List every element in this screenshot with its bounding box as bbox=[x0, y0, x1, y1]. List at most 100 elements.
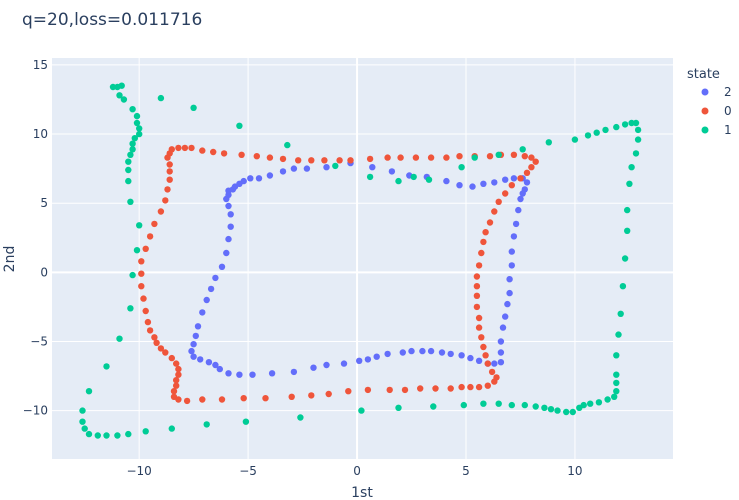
data-point bbox=[580, 401, 587, 409]
data-point bbox=[491, 179, 498, 186]
data-point bbox=[506, 276, 513, 283]
data-point bbox=[510, 233, 518, 240]
legend[interactable]: state 2 0 1 bbox=[687, 67, 732, 137]
data-point bbox=[634, 136, 642, 143]
data-point bbox=[480, 238, 487, 246]
data-point bbox=[484, 382, 491, 389]
data-point bbox=[491, 208, 498, 215]
data-point bbox=[308, 157, 315, 164]
data-point bbox=[249, 371, 256, 378]
data-point bbox=[395, 404, 402, 411]
data-point bbox=[190, 341, 197, 348]
data-point bbox=[491, 360, 498, 367]
data-point bbox=[512, 220, 520, 228]
data-point bbox=[181, 144, 189, 152]
data-point bbox=[613, 123, 620, 131]
data-point bbox=[554, 407, 561, 414]
data-point bbox=[240, 395, 247, 402]
data-point bbox=[157, 345, 165, 352]
grid-lines bbox=[52, 58, 673, 459]
data-point bbox=[266, 154, 274, 161]
data-point bbox=[340, 360, 348, 367]
data-point bbox=[593, 129, 600, 136]
data-point bbox=[432, 385, 439, 392]
data-point bbox=[427, 154, 435, 161]
data-point bbox=[175, 371, 182, 378]
data-point bbox=[199, 396, 206, 403]
data-point bbox=[170, 388, 178, 395]
data-point bbox=[203, 296, 210, 304]
data-point bbox=[138, 283, 145, 290]
data-point bbox=[384, 350, 391, 358]
data-point bbox=[366, 173, 374, 181]
data-point bbox=[236, 122, 243, 129]
data-point bbox=[310, 364, 317, 371]
data-point bbox=[425, 176, 433, 183]
data-point bbox=[427, 347, 435, 355]
data-point bbox=[611, 393, 618, 400]
y-tick-label: −10 bbox=[23, 404, 48, 418]
data-point bbox=[188, 347, 195, 355]
data-point bbox=[210, 148, 217, 156]
x-axis-title: 1st bbox=[351, 485, 373, 500]
data-point bbox=[136, 222, 143, 229]
data-point bbox=[595, 399, 603, 406]
data-point bbox=[225, 370, 232, 377]
data-point bbox=[475, 314, 483, 322]
data-point bbox=[164, 154, 171, 161]
data-point bbox=[142, 307, 149, 315]
data-point bbox=[417, 385, 424, 392]
data-point bbox=[475, 324, 483, 331]
data-point bbox=[521, 401, 528, 409]
data-point bbox=[480, 180, 487, 187]
data-point bbox=[157, 94, 165, 102]
data-point bbox=[545, 139, 552, 146]
data-point bbox=[443, 177, 450, 185]
data-point bbox=[613, 352, 620, 359]
legend-item-2[interactable]: 2 bbox=[701, 85, 732, 99]
data-point bbox=[295, 157, 302, 164]
data-point bbox=[497, 338, 505, 345]
legend-item-0[interactable]: 0 bbox=[701, 104, 732, 118]
data-point bbox=[467, 383, 474, 391]
legend-item-1[interactable]: 1 bbox=[701, 123, 732, 137]
data-point bbox=[262, 395, 269, 402]
y-tick-label: 15 bbox=[33, 58, 48, 72]
data-point bbox=[482, 229, 489, 236]
data-point bbox=[469, 183, 476, 190]
data-point bbox=[532, 403, 539, 410]
x-tick-label: −5 bbox=[239, 464, 257, 478]
data-point bbox=[475, 262, 483, 269]
data-point bbox=[528, 164, 535, 171]
data-point bbox=[602, 126, 609, 134]
data-point bbox=[103, 363, 110, 370]
data-point bbox=[628, 119, 635, 127]
data-point bbox=[521, 153, 528, 160]
data-point bbox=[85, 430, 93, 438]
data-point bbox=[621, 255, 629, 262]
data-point bbox=[571, 136, 579, 143]
data-point bbox=[190, 353, 197, 360]
data-point bbox=[624, 227, 631, 234]
data-point bbox=[192, 332, 199, 340]
data-point bbox=[136, 130, 143, 138]
data-point bbox=[495, 400, 502, 407]
data-point bbox=[473, 303, 481, 311]
data-point bbox=[253, 153, 260, 160]
data-point bbox=[486, 153, 494, 160]
data-point bbox=[475, 383, 483, 391]
data-point bbox=[166, 161, 173, 168]
data-point bbox=[290, 368, 298, 376]
y-tick-label: 0 bbox=[40, 265, 48, 279]
data-point bbox=[288, 393, 295, 400]
data-point bbox=[79, 418, 86, 425]
data-point bbox=[504, 300, 511, 308]
data-point bbox=[621, 121, 629, 128]
data-point bbox=[268, 370, 276, 377]
data-point bbox=[157, 208, 165, 215]
x-tick-label: −10 bbox=[126, 464, 151, 478]
data-point bbox=[502, 313, 509, 320]
data-point bbox=[541, 404, 548, 411]
data-point bbox=[508, 182, 515, 189]
data-point bbox=[447, 350, 454, 358]
